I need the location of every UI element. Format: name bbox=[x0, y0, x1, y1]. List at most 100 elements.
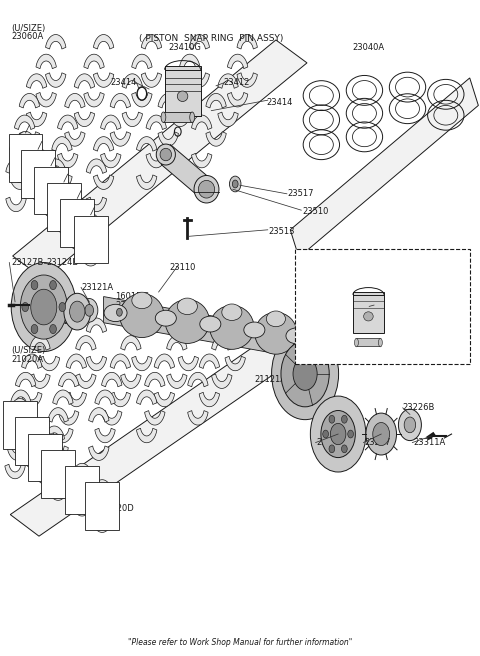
Polygon shape bbox=[94, 136, 114, 151]
Polygon shape bbox=[15, 411, 36, 425]
Polygon shape bbox=[104, 297, 298, 358]
Polygon shape bbox=[15, 170, 36, 184]
Polygon shape bbox=[141, 73, 162, 87]
Polygon shape bbox=[30, 374, 50, 388]
Text: 21121A: 21121A bbox=[254, 375, 287, 384]
Polygon shape bbox=[53, 428, 73, 443]
Polygon shape bbox=[6, 197, 26, 212]
Polygon shape bbox=[39, 318, 60, 333]
Polygon shape bbox=[94, 175, 114, 190]
Text: 23110: 23110 bbox=[169, 263, 196, 272]
Polygon shape bbox=[22, 392, 42, 407]
Polygon shape bbox=[54, 180, 74, 195]
Polygon shape bbox=[54, 219, 74, 234]
Polygon shape bbox=[22, 453, 42, 468]
Polygon shape bbox=[170, 112, 191, 127]
Text: 23122A: 23122A bbox=[48, 317, 81, 326]
Polygon shape bbox=[192, 115, 212, 129]
Circle shape bbox=[321, 411, 355, 458]
Ellipse shape bbox=[190, 112, 194, 123]
Ellipse shape bbox=[200, 316, 221, 332]
Polygon shape bbox=[59, 373, 79, 387]
Polygon shape bbox=[199, 392, 219, 407]
Text: 23513: 23513 bbox=[269, 226, 295, 236]
Circle shape bbox=[311, 396, 366, 472]
Polygon shape bbox=[22, 354, 42, 369]
Polygon shape bbox=[72, 502, 92, 516]
Polygon shape bbox=[212, 374, 232, 388]
Polygon shape bbox=[14, 154, 35, 168]
Polygon shape bbox=[237, 73, 257, 87]
Ellipse shape bbox=[286, 328, 307, 344]
Polygon shape bbox=[158, 132, 179, 146]
Polygon shape bbox=[120, 374, 141, 388]
Polygon shape bbox=[110, 392, 131, 407]
Text: 23040A: 23040A bbox=[352, 43, 384, 52]
Bar bbox=[28, 434, 61, 482]
Ellipse shape bbox=[104, 304, 127, 321]
Polygon shape bbox=[74, 112, 95, 127]
Polygon shape bbox=[26, 74, 47, 89]
Polygon shape bbox=[86, 356, 107, 371]
Ellipse shape bbox=[132, 292, 152, 309]
Circle shape bbox=[85, 304, 94, 316]
Polygon shape bbox=[136, 136, 157, 151]
Text: 23410G: 23410G bbox=[168, 43, 202, 52]
Circle shape bbox=[31, 289, 57, 325]
Polygon shape bbox=[180, 54, 200, 69]
Polygon shape bbox=[237, 35, 257, 49]
Polygon shape bbox=[48, 486, 68, 501]
Bar bbox=[353, 292, 384, 333]
Polygon shape bbox=[7, 407, 28, 422]
Ellipse shape bbox=[244, 322, 265, 338]
Text: 21020A: 21020A bbox=[11, 355, 43, 364]
Polygon shape bbox=[146, 154, 167, 168]
Polygon shape bbox=[189, 35, 209, 49]
Polygon shape bbox=[92, 480, 112, 494]
Polygon shape bbox=[48, 407, 68, 422]
Text: 23121A: 23121A bbox=[81, 283, 113, 292]
Polygon shape bbox=[144, 373, 165, 387]
Text: 23226B: 23226B bbox=[403, 403, 435, 413]
Polygon shape bbox=[52, 175, 72, 190]
Polygon shape bbox=[92, 518, 112, 533]
Text: ( PISTON  SNAP RING  PIN ASSY): ( PISTON SNAP RING PIN ASSY) bbox=[139, 34, 284, 43]
Polygon shape bbox=[89, 446, 109, 461]
Text: 1601DG: 1601DG bbox=[116, 292, 150, 301]
Polygon shape bbox=[290, 78, 479, 257]
Circle shape bbox=[232, 180, 238, 188]
Polygon shape bbox=[154, 392, 175, 407]
Polygon shape bbox=[86, 159, 107, 173]
Polygon shape bbox=[206, 93, 226, 108]
Ellipse shape bbox=[198, 180, 215, 198]
Polygon shape bbox=[144, 411, 165, 425]
Polygon shape bbox=[154, 354, 175, 369]
Polygon shape bbox=[102, 373, 122, 387]
Text: 23125: 23125 bbox=[116, 300, 142, 310]
Bar bbox=[21, 150, 55, 198]
Circle shape bbox=[366, 413, 396, 455]
Polygon shape bbox=[206, 132, 226, 146]
Polygon shape bbox=[11, 390, 31, 405]
Ellipse shape bbox=[156, 144, 175, 165]
Polygon shape bbox=[10, 398, 30, 413]
Ellipse shape bbox=[177, 91, 188, 102]
Polygon shape bbox=[132, 92, 152, 107]
Ellipse shape bbox=[156, 310, 176, 326]
Polygon shape bbox=[65, 132, 85, 146]
Polygon shape bbox=[141, 35, 162, 49]
Circle shape bbox=[398, 409, 421, 441]
Polygon shape bbox=[132, 356, 152, 371]
Circle shape bbox=[281, 341, 329, 407]
Polygon shape bbox=[167, 374, 187, 388]
Polygon shape bbox=[59, 411, 79, 425]
Ellipse shape bbox=[222, 304, 242, 321]
Polygon shape bbox=[10, 136, 30, 151]
Polygon shape bbox=[41, 203, 61, 217]
Bar bbox=[163, 112, 192, 123]
Polygon shape bbox=[102, 411, 122, 425]
Polygon shape bbox=[12, 40, 307, 279]
Polygon shape bbox=[136, 175, 157, 190]
Polygon shape bbox=[136, 390, 157, 405]
Polygon shape bbox=[95, 390, 115, 405]
